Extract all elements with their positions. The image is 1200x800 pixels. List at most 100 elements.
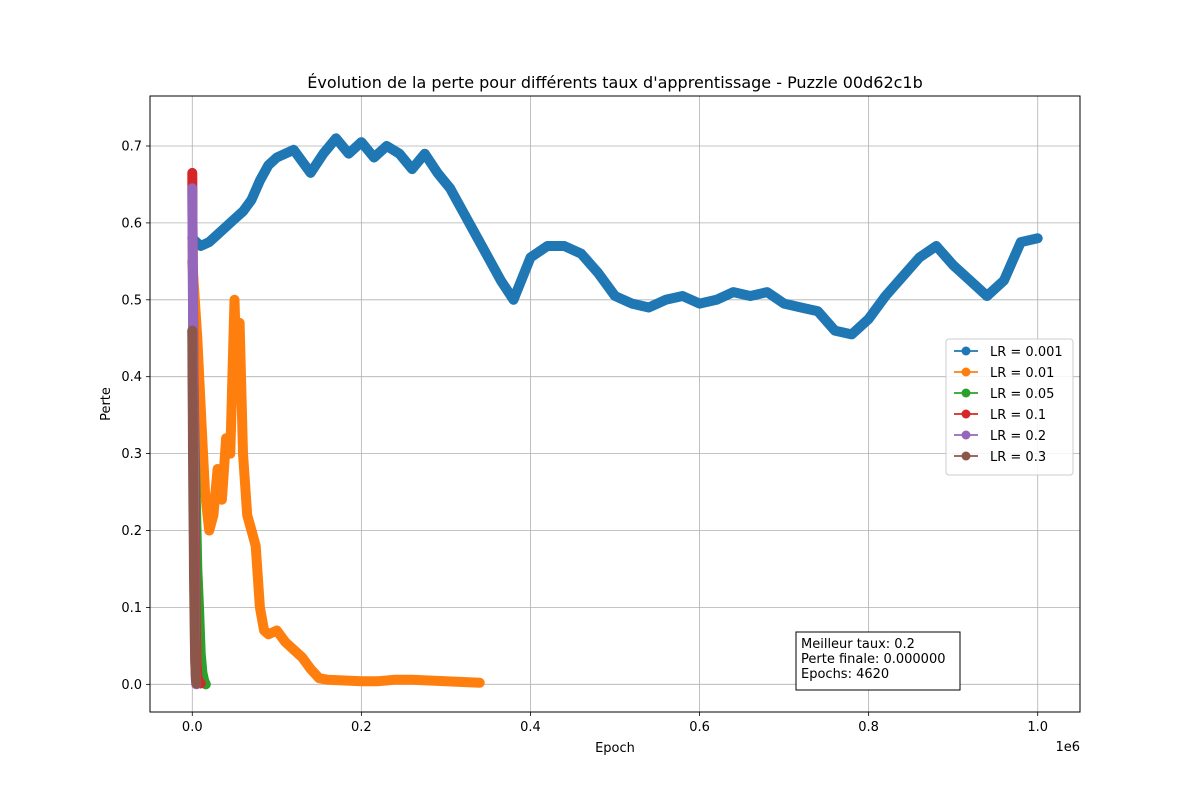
data-point <box>678 291 688 301</box>
legend-marker <box>961 346 971 356</box>
data-point <box>661 295 671 305</box>
legend-item: LR = 0.2 <box>954 429 1046 444</box>
data-point <box>247 526 256 535</box>
data-point <box>471 229 480 239</box>
annotation-line: Meilleur taux: 0.2 <box>801 637 915 652</box>
data-point <box>323 675 332 685</box>
data-point <box>187 168 197 178</box>
data-point <box>189 572 199 582</box>
legend-item: LR = 0.1 <box>954 408 1046 423</box>
legend-item: LR = 0.05 <box>954 387 1054 402</box>
y-tick-label: 0.1 <box>121 601 142 616</box>
y-tick-label: 0.3 <box>121 447 142 462</box>
series-5 <box>187 325 202 689</box>
data-point <box>864 314 874 324</box>
data-point <box>247 195 256 205</box>
data-point <box>1016 237 1026 247</box>
data-point <box>200 487 210 497</box>
data-point <box>251 541 261 551</box>
data-point <box>458 206 468 216</box>
data-point <box>576 249 586 259</box>
data-point <box>189 602 199 612</box>
data-point <box>235 318 245 328</box>
data-point <box>526 253 535 262</box>
x-tick-label: 0.2 <box>351 720 372 735</box>
data-point <box>187 183 197 193</box>
series-0 <box>187 133 1043 340</box>
data-point <box>331 133 341 143</box>
data-point <box>356 137 366 147</box>
data-point <box>344 149 354 159</box>
data-point <box>390 675 400 685</box>
data-point <box>830 326 840 336</box>
data-point <box>204 526 214 535</box>
data-point <box>242 510 252 520</box>
tick-layer: 0.0 0.2 0.4 0.6 0.8 1.0 0.0 0.1 0.2 0.3 0.4 0.5 0.6 0… <box>121 139 1048 735</box>
data-point <box>238 206 248 216</box>
data-point <box>433 168 442 178</box>
legend-frame <box>945 338 1074 476</box>
data-point <box>762 287 772 297</box>
data-point <box>192 679 201 688</box>
axes-frame <box>149 95 1081 713</box>
data-point <box>931 241 941 251</box>
data-point <box>982 291 992 301</box>
annotation-line: Epochs: 4620 <box>801 667 889 682</box>
y-tick-label: 0.0 <box>121 678 142 693</box>
data-point <box>190 656 200 666</box>
data-point <box>208 510 218 520</box>
data-point <box>187 326 197 336</box>
data-point <box>509 295 518 305</box>
data-point <box>593 268 603 278</box>
data-point <box>644 303 654 312</box>
data-point <box>188 218 197 228</box>
x-axis-scale-label: 1e6 <box>1055 740 1080 755</box>
data-point <box>213 229 223 239</box>
data-point <box>188 256 198 266</box>
chart-title: Évolution de la perte pour différents ta… <box>307 73 923 92</box>
data-point <box>196 241 206 251</box>
data-point <box>475 678 485 688</box>
legend-item: LR = 0.001 <box>954 345 1063 360</box>
data-point <box>610 291 620 301</box>
data-point <box>225 449 235 459</box>
data-point <box>213 464 223 474</box>
data-point <box>898 272 907 282</box>
data-point <box>483 253 493 262</box>
data-point <box>813 306 823 316</box>
series-line <box>187 325 202 689</box>
data-point <box>230 214 239 224</box>
data-point <box>217 495 227 505</box>
data-point <box>965 276 975 286</box>
data-point <box>289 645 299 655</box>
legend-label: LR = 0.1 <box>990 408 1046 423</box>
data-point <box>407 164 417 174</box>
x-tick-label: 0.4 <box>520 720 541 735</box>
data-point <box>745 291 755 301</box>
data-point <box>779 299 789 309</box>
data-point <box>394 149 404 159</box>
data-point <box>221 222 231 232</box>
data-point <box>340 676 349 685</box>
series-layer <box>187 133 1043 690</box>
x-tick-label: 0.8 <box>858 720 879 735</box>
data-point <box>221 433 231 443</box>
data-point <box>255 602 265 612</box>
data-point <box>458 677 468 687</box>
legend-label: LR = 0.01 <box>990 366 1054 381</box>
legend-item: LR = 0.01 <box>954 366 1054 381</box>
data-point <box>999 276 1009 286</box>
legend-marker <box>961 409 971 419</box>
data-point <box>948 260 958 270</box>
data-point <box>190 633 200 643</box>
data-point <box>204 237 214 247</box>
data-point <box>881 291 890 301</box>
data-point <box>306 664 316 674</box>
y-tick-label: 0.7 <box>121 139 142 154</box>
data-point <box>314 673 324 683</box>
legend-marker <box>961 451 971 461</box>
x-tick-label: 0.0 <box>182 720 203 735</box>
data-point <box>306 168 316 178</box>
